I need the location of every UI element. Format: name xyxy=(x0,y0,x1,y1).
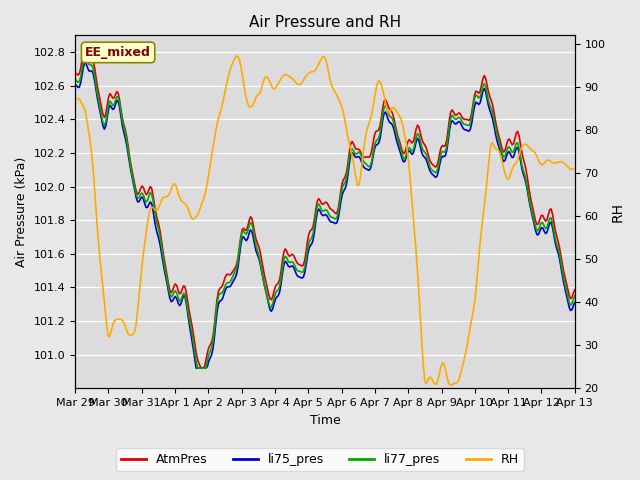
Y-axis label: RH: RH xyxy=(611,202,625,222)
Text: EE_mixed: EE_mixed xyxy=(85,46,151,59)
Y-axis label: Air Pressure (kPa): Air Pressure (kPa) xyxy=(15,156,28,267)
X-axis label: Time: Time xyxy=(310,414,340,427)
Legend: AtmPres, li75_pres, li77_pres, RH: AtmPres, li75_pres, li77_pres, RH xyxy=(116,448,524,471)
Title: Air Pressure and RH: Air Pressure and RH xyxy=(249,15,401,30)
